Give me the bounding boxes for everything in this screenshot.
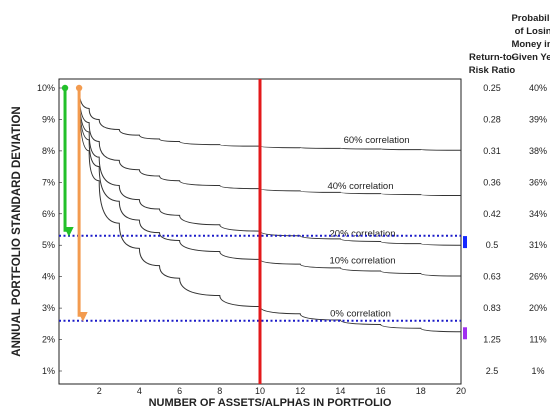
side-table-probability-value: 40% <box>529 83 547 93</box>
side-table-probability-value: 1% <box>531 366 544 376</box>
x-tick-label: 2 <box>97 386 102 396</box>
y-tick-label: 1% <box>42 366 55 376</box>
side-table-ratio-value: 0.28 <box>483 114 501 124</box>
series-line <box>78 87 462 246</box>
series-label: 20% correlation <box>330 228 396 239</box>
side-table-ratio-value: 0.36 <box>483 177 501 187</box>
y-tick-label: 3% <box>42 303 55 313</box>
x-tick-label: 20 <box>456 386 466 396</box>
side-table-ratio-value: 1.25 <box>483 335 501 345</box>
x-tick-label: 12 <box>295 386 305 396</box>
series-line <box>78 87 462 197</box>
side-table-probability-value: 20% <box>529 303 547 313</box>
x-axis-title: NUMBER OF ASSETS/ALPHAS IN PORTFOLIO <box>149 397 392 409</box>
side-table-probability-value: 11% <box>529 335 546 345</box>
x-tick-label: 14 <box>335 386 345 396</box>
y-tick-label: 2% <box>42 335 55 345</box>
series-line <box>78 87 462 333</box>
side-table-header-ratio: Risk Ratio <box>469 65 516 76</box>
side-table-probability-value: 38% <box>529 146 547 156</box>
x-tick-label: 4 <box>137 386 142 396</box>
side-table-header-probability: Probability <box>511 13 550 24</box>
side-table-header-probability: Given Year <box>512 52 550 63</box>
arrow-start-dot <box>75 84 83 92</box>
side-marker <box>463 327 467 340</box>
x-tick-label: 8 <box>217 386 222 396</box>
x-tick-label: 6 <box>177 386 182 396</box>
side-table-ratio-value: 0.42 <box>483 209 501 219</box>
side-table-probability-value: 26% <box>529 272 547 282</box>
side-table-ratio-value: 0.83 <box>483 303 501 313</box>
y-tick-label: 10% <box>37 83 55 93</box>
series-line <box>78 87 462 151</box>
y-tick-label: 8% <box>42 146 55 156</box>
side-table-probability-value: 39% <box>529 114 547 124</box>
side-table-ratio-value: 0.25 <box>483 83 501 93</box>
y-tick-label: 7% <box>42 177 55 187</box>
side-table-header-ratio: Return-to- <box>469 52 515 63</box>
side-table-probability-value: 34% <box>529 209 547 219</box>
y-tick-label: 6% <box>42 209 55 219</box>
x-tick-label: 16 <box>376 386 386 396</box>
series-label: 0% correlation <box>330 308 391 319</box>
y-tick-label: 5% <box>42 240 55 250</box>
side-table-ratio-value: 0.5 <box>486 240 499 250</box>
side-table-header-probability: of Losing <box>515 26 550 37</box>
side-marker <box>463 236 467 249</box>
series-line <box>78 87 462 277</box>
y-tick-label: 4% <box>42 272 55 282</box>
x-tick-label: 10 <box>255 386 265 396</box>
arrow-start-dot <box>61 84 69 92</box>
x-tick-label: 18 <box>416 386 426 396</box>
series-label: 40% correlation <box>327 181 393 192</box>
series-label: 10% correlation <box>330 256 396 267</box>
side-table-ratio-value: 2.5 <box>486 366 499 376</box>
side-table-ratio-value: 0.63 <box>483 272 501 282</box>
side-table-probability-value: 31% <box>529 240 547 250</box>
side-table-ratio-value: 0.31 <box>483 146 501 156</box>
side-table-probability-value: 36% <box>529 177 547 187</box>
y-axis-title: ANNUAL PORTFOLIO STANDARD DEVIATION <box>11 106 23 356</box>
side-table-header-probability: Money in a <box>511 39 550 50</box>
y-tick-label: 9% <box>42 114 55 124</box>
series-label: 60% correlation <box>344 135 410 146</box>
